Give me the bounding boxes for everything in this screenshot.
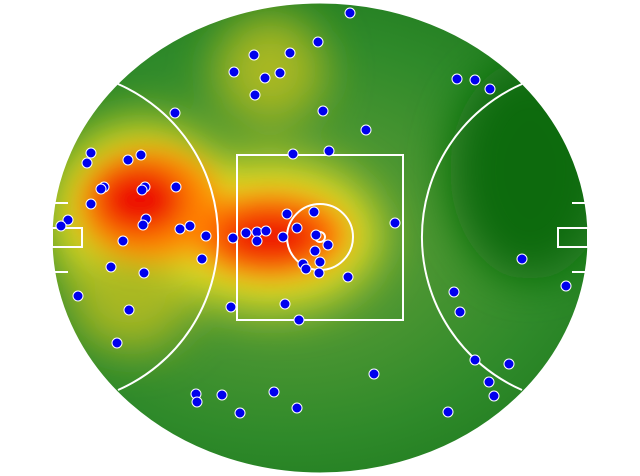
point [322, 239, 334, 251]
point [360, 124, 372, 136]
point [81, 157, 93, 169]
point [484, 83, 496, 95]
point [469, 354, 481, 366]
point [169, 107, 181, 119]
point [137, 219, 149, 231]
point [312, 36, 324, 48]
point [196, 253, 208, 265]
point [111, 337, 123, 349]
point [135, 149, 147, 161]
point [227, 232, 239, 244]
point [309, 245, 321, 257]
point [314, 256, 326, 268]
point [260, 225, 272, 237]
point [85, 198, 97, 210]
point [249, 89, 261, 101]
point [300, 263, 312, 275]
point [284, 47, 296, 59]
point [216, 389, 228, 401]
point [55, 220, 67, 232]
point [308, 206, 320, 218]
point [72, 290, 84, 302]
point [344, 7, 356, 19]
point [368, 368, 380, 380]
point [279, 298, 291, 310]
point [105, 261, 117, 273]
point [85, 147, 97, 159]
point [234, 407, 246, 419]
point [454, 306, 466, 318]
point [503, 358, 515, 370]
point [560, 280, 572, 292]
point [274, 67, 286, 79]
point [136, 184, 148, 196]
point [117, 235, 129, 247]
point [200, 230, 212, 242]
point [342, 271, 354, 283]
point [240, 227, 252, 239]
point [287, 148, 299, 160]
point [281, 208, 293, 220]
point [228, 66, 240, 78]
point [293, 314, 305, 326]
point [442, 406, 454, 418]
point [317, 105, 329, 117]
point [225, 301, 237, 313]
point [451, 73, 463, 85]
point [268, 386, 280, 398]
point [389, 217, 401, 229]
point [248, 49, 260, 61]
point [291, 402, 303, 414]
point [174, 223, 186, 235]
point [191, 396, 203, 408]
point [251, 235, 263, 247]
point [291, 222, 303, 234]
point [277, 231, 289, 243]
point [323, 145, 335, 157]
point [516, 253, 528, 265]
point [488, 390, 500, 402]
point [170, 181, 182, 193]
point [122, 154, 134, 166]
point [310, 229, 322, 241]
point [259, 72, 271, 84]
point [62, 214, 74, 226]
point [123, 304, 135, 316]
point [483, 376, 495, 388]
point [448, 286, 460, 298]
point [138, 267, 150, 279]
point [469, 74, 481, 86]
points [55, 7, 572, 419]
point [313, 267, 325, 279]
point [95, 183, 107, 195]
point [184, 220, 196, 232]
